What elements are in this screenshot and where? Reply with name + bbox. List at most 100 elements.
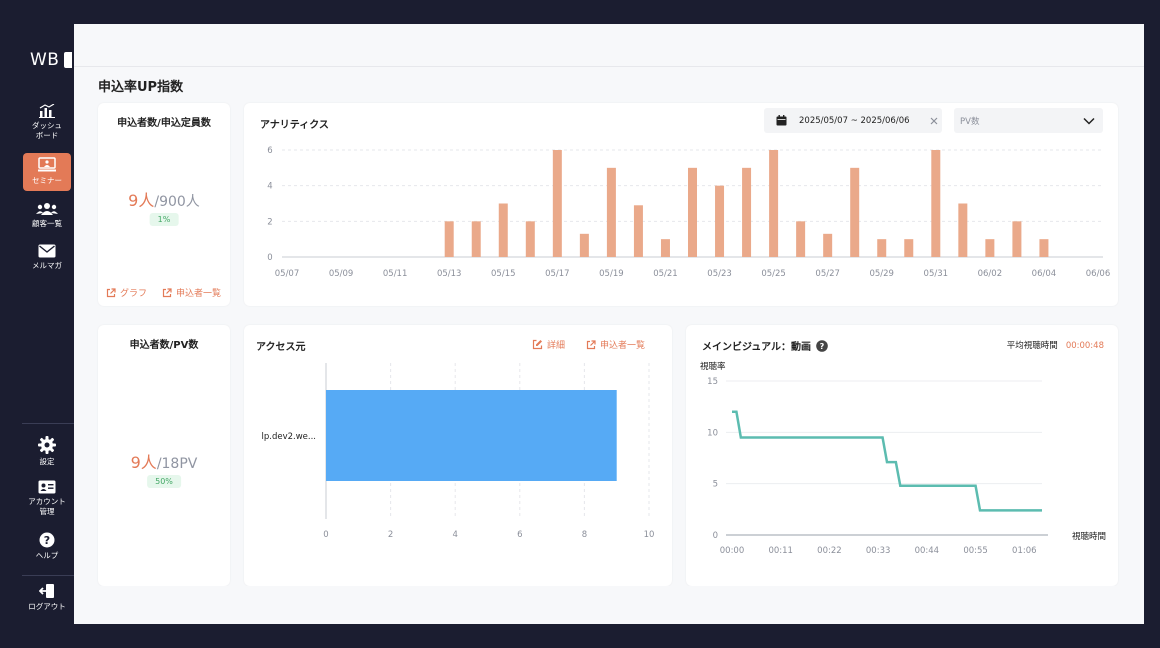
metric-select[interactable]: PV数 [954, 108, 1103, 133]
sidebar-item-label: セミナー [32, 176, 62, 185]
gear-icon [38, 436, 56, 454]
bar-05/15 [498, 203, 508, 257]
detail-link-label: 詳細 [547, 341, 566, 351]
x-tick-label: 05/19 [599, 269, 624, 279]
graph-link[interactable]: グラフ [106, 286, 147, 299]
x-tick-label: 06/02 [978, 269, 1003, 279]
sidebar: WB ダッシュ ボード セミナー 顧客一覧 メルマガ [14, 24, 74, 624]
x-tick-label: 05/21 [653, 269, 678, 279]
bar-06/03 [1012, 221, 1022, 257]
bar-05/22 [688, 167, 697, 257]
bar-05/26 [796, 221, 806, 257]
bar-lp.dev2.we... [326, 390, 617, 481]
users-icon [36, 203, 58, 215]
watch-rate-line [732, 410, 1042, 512]
kpi-number: 9人 [128, 191, 155, 210]
main-visual-video-card: メインビジュアル：動画 ? 平均視聴時間 00:00:48 視聴率 0 5 10 15 視聴… [686, 325, 1118, 586]
applicant-list-link[interactable]: 申込者一覧 [162, 286, 221, 299]
sidebar-item-dashboard[interactable]: ダッシュ ボード [23, 104, 71, 144]
sidebar-item-label: アカウント 管理 [28, 497, 66, 516]
bar-05/17 [552, 150, 562, 257]
y-category-label: lp.dev2.we... [261, 432, 316, 442]
y-tick-label: 0 [267, 253, 272, 263]
bar-05/27 [823, 233, 833, 257]
avg-watch-time-label: 平均視聴時間 [1006, 341, 1058, 351]
page-title: 申込率UP指数 [98, 80, 184, 95]
bar-05/13 [444, 221, 454, 257]
analytics-card: アナリティクス 2025/05/07 ~ 2025/06/06 PV数 0 2 4 6… [244, 103, 1118, 306]
help-icon[interactable]: ? [816, 339, 828, 352]
sidebar-item-settings[interactable]: 設定 [23, 436, 71, 468]
bar-05/23 [715, 185, 725, 257]
x-tick-label: 01:06 [1012, 546, 1036, 556]
calendar-icon [776, 115, 787, 126]
x-tick-label: 05/17 [545, 269, 570, 279]
x-tick-label: 06/04 [1032, 269, 1057, 279]
sidebar-item-label: 設定 [39, 457, 55, 466]
sidebar-item-help[interactable]: ? ヘルプ [23, 532, 71, 564]
sidebar-item-newsletter[interactable]: メルマガ [23, 244, 71, 276]
y-tick-label: 15 [707, 377, 718, 387]
bar-06/01 [958, 203, 968, 257]
sidebar-item-label: ダッシュ ボード [32, 121, 62, 140]
bar-05/30 [904, 239, 914, 257]
card-title: 申込者数/申込定員数 [117, 118, 211, 129]
y-tick-label: 10 [707, 428, 718, 438]
y-tick-label: 5 [713, 480, 718, 490]
id-card-icon [38, 480, 56, 494]
x-tick-label: 05/15 [491, 269, 516, 279]
card-title: メインビジュアル：動画 [702, 342, 811, 353]
x-tick-label: 10 [644, 530, 655, 540]
sidebar-item-seminar[interactable]: セミナー [23, 153, 71, 191]
applicant-list-link[interactable]: 申込者一覧 [586, 338, 645, 351]
bar-05/16 [525, 221, 535, 257]
sidebar-item-account[interactable]: アカウント 管理 [23, 480, 71, 520]
analytics-bar-chart: 0 2 4 6 05/07 05/09 05/11 05/13 05/15 05/17 05/19 0… [267, 146, 1110, 279]
access-source-card: アクセス元 詳細 申込者一覧 0 2 4 6 8 10 lp.dev2.we... [244, 325, 672, 586]
kpi-total: /900人 [154, 194, 200, 210]
x-tick-label: 05/09 [329, 269, 354, 279]
x-tick-label: 05/07 [275, 269, 300, 279]
bar-05/24 [742, 167, 752, 257]
detail-link[interactable]: 詳細 [532, 338, 565, 351]
bar-05/29 [877, 239, 887, 257]
date-range-picker[interactable]: 2025/05/07 ~ 2025/06/06 [764, 108, 942, 133]
kpi-number: 9人 [130, 453, 157, 472]
x-tick-label: 05/25 [761, 269, 786, 279]
sidebar-item-logout[interactable]: ログアウト [23, 583, 71, 615]
app-logo[interactable]: WB [30, 50, 73, 70]
sidebar-item-customers[interactable]: 顧客一覧 [23, 202, 71, 234]
bar-chart-icon [39, 104, 55, 118]
x-tick-label: 05/23 [707, 269, 732, 279]
svg-text:?: ? [44, 534, 50, 547]
bar-05/31 [931, 150, 941, 257]
x-axis-label: 視聴時間 [1072, 531, 1106, 542]
avg-watch-time: 平均視聴時間 00:00:48 [1007, 339, 1104, 351]
sidebar-item-label: メルマガ [32, 261, 62, 270]
bar-05/19 [606, 167, 616, 257]
close-icon[interactable] [930, 117, 938, 125]
rate-badge: 50% [147, 475, 181, 488]
x-tick-label: 05/31 [924, 269, 949, 279]
x-tick-label: 05/11 [383, 269, 408, 279]
bar-06/02 [985, 239, 995, 257]
card-title: アクセス元 [256, 342, 306, 353]
bar-05/28 [850, 167, 860, 257]
rate-badge: 1% [149, 213, 179, 226]
external-link-icon [106, 287, 116, 297]
logout-icon [39, 584, 54, 598]
x-tick-label: 0 [323, 530, 328, 540]
x-tick-label: 00:44 [915, 546, 940, 556]
bottom-area [74, 586, 1144, 624]
kpi-value: 9人/900人 [98, 187, 230, 211]
sidebar-divider [22, 423, 74, 424]
sidebar-item-label: ヘルプ [35, 551, 59, 560]
bar-05/25 [769, 150, 779, 257]
presentation-icon [38, 157, 56, 172]
metric-select-value: PV数 [960, 116, 980, 127]
main-content: 申込率UP指数 申込者数/申込定員数 9人/900人 1% グラフ 申込者一覧 … [74, 24, 1144, 624]
x-tick-label: 4 [452, 530, 457, 540]
kpi-value: 9人/18PV [98, 449, 230, 473]
mail-icon [38, 244, 56, 258]
x-tick-label: 8 [582, 530, 587, 540]
